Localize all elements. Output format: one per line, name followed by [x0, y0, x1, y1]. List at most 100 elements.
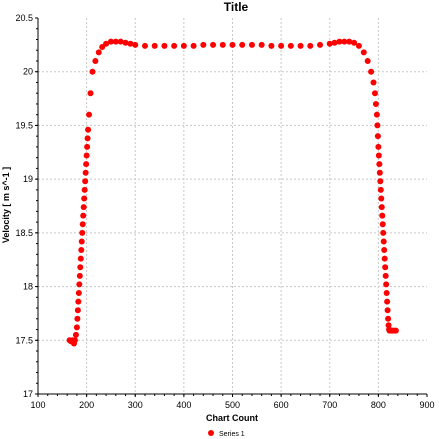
data-point	[385, 315, 392, 322]
data-point	[372, 100, 379, 107]
data-point	[84, 135, 91, 142]
data-point	[380, 229, 387, 236]
data-point	[73, 324, 80, 331]
data-point	[74, 315, 81, 322]
data-point	[248, 41, 255, 48]
data-point	[336, 38, 343, 45]
data-point	[368, 68, 375, 75]
x-tick-label: 200	[79, 400, 94, 410]
y-tick-label: 19.5	[15, 120, 33, 130]
data-point	[346, 38, 353, 45]
data-point	[229, 41, 236, 48]
data-point	[87, 90, 94, 97]
data-point	[75, 290, 82, 297]
data-point	[80, 204, 87, 211]
x-axis-label: Chart Count	[206, 413, 258, 423]
x-tick-label: 300	[128, 400, 143, 410]
data-point	[378, 204, 385, 211]
data-point	[392, 327, 399, 334]
x-tick-label: 800	[371, 400, 386, 410]
data-point	[132, 41, 139, 48]
data-point	[374, 133, 381, 140]
data-point	[360, 49, 367, 56]
data-point	[384, 307, 391, 314]
x-tick-label: 700	[322, 400, 337, 410]
data-point	[239, 41, 246, 48]
data-point	[382, 264, 389, 271]
x-tick-label: 900	[419, 400, 434, 410]
data-point	[103, 40, 110, 47]
data-points	[66, 38, 399, 347]
data-point	[80, 212, 87, 219]
data-point	[383, 290, 390, 297]
data-point	[382, 272, 389, 279]
data-point	[83, 161, 90, 168]
legend: Series 1	[208, 430, 245, 438]
data-point	[161, 42, 168, 49]
data-point	[77, 255, 84, 262]
data-point	[374, 122, 381, 129]
data-point	[381, 247, 388, 254]
data-point	[258, 41, 265, 48]
data-point	[151, 42, 158, 49]
data-point	[82, 169, 89, 176]
x-tick-label: 600	[274, 400, 289, 410]
legend-marker	[208, 430, 214, 436]
data-point	[287, 42, 294, 49]
data-point	[341, 38, 348, 45]
data-point	[278, 42, 285, 49]
data-point	[355, 42, 362, 49]
data-point	[78, 238, 85, 245]
x-tick-label: 500	[225, 400, 240, 410]
data-point	[326, 40, 333, 47]
chart-title: Title	[224, 0, 249, 14]
data-point	[71, 337, 78, 344]
x-tick-label: 400	[176, 400, 191, 410]
data-point	[86, 111, 93, 118]
data-point	[351, 39, 358, 46]
data-point	[297, 42, 304, 49]
grid	[38, 18, 427, 394]
y-axis-ticks: 17 17.5 18 18.5 19 19.5 20 20.5	[15, 13, 38, 399]
data-point	[89, 68, 96, 75]
data-point	[380, 238, 387, 245]
y-tick-label: 17	[23, 389, 33, 399]
x-axis-ticks: 100 200 300 400 500 600 700 800 900	[30, 394, 435, 410]
data-point	[375, 143, 382, 150]
data-point	[79, 221, 86, 228]
data-point	[85, 126, 92, 133]
data-point	[127, 40, 134, 47]
data-point	[82, 178, 89, 185]
data-point	[378, 195, 385, 202]
data-point	[78, 247, 85, 254]
data-point	[377, 186, 384, 193]
data-point	[317, 41, 324, 48]
y-axis-label: Velocity [ m s^-1 ]	[1, 167, 11, 243]
data-point	[81, 195, 88, 202]
data-point	[200, 41, 207, 48]
y-tick-label: 18	[23, 282, 33, 292]
y-tick-label: 17.5	[15, 335, 33, 345]
data-point	[190, 42, 197, 49]
data-point	[384, 298, 391, 305]
data-point	[379, 221, 386, 228]
data-point	[377, 178, 384, 185]
data-point	[307, 42, 314, 49]
data-point	[180, 42, 187, 49]
data-point	[75, 298, 82, 305]
data-point	[72, 331, 79, 338]
data-point	[81, 186, 88, 193]
y-tick-label: 20	[23, 67, 33, 77]
data-point	[375, 152, 382, 159]
data-point	[331, 39, 338, 46]
data-point	[371, 90, 378, 97]
data-point	[373, 111, 380, 118]
data-point	[79, 229, 86, 236]
data-point	[376, 161, 383, 168]
data-point	[370, 79, 377, 86]
y-tick-label: 19	[23, 174, 33, 184]
data-point	[76, 281, 83, 288]
data-point	[219, 41, 226, 48]
data-point	[74, 307, 81, 314]
